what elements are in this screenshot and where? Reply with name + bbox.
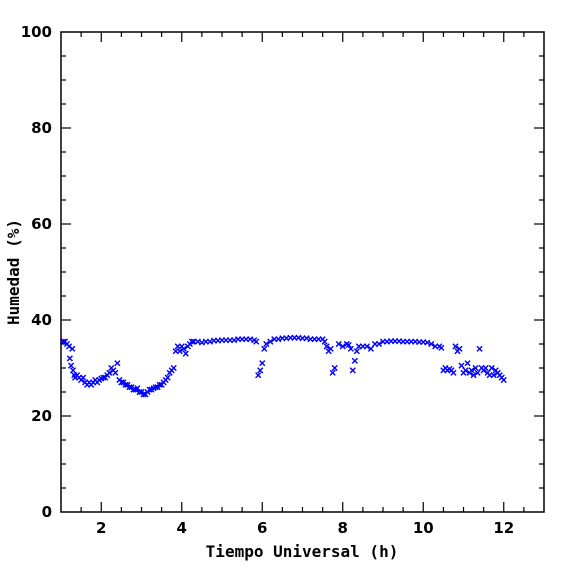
plot-frame [60, 31, 545, 513]
x-tick-label: 4 [177, 519, 187, 537]
data-point [345, 341, 352, 349]
data-point [500, 376, 507, 384]
data-point [438, 344, 445, 351]
data-point [118, 379, 125, 386]
data-point [476, 345, 483, 352]
data-point [263, 340, 270, 348]
data-point [261, 345, 268, 352]
x-tick-label: 8 [338, 519, 348, 537]
data-point [176, 348, 183, 355]
data-point [472, 364, 479, 372]
data-point [112, 369, 119, 376]
data-point [188, 338, 195, 345]
data-point [126, 384, 133, 391]
data-point [490, 372, 497, 379]
data-point [152, 384, 159, 391]
data-point [180, 345, 187, 352]
data-point [170, 364, 177, 372]
data-point [367, 345, 375, 352]
data-point [375, 340, 383, 348]
data-point [462, 367, 469, 374]
data-point [468, 367, 475, 374]
data-point [349, 367, 356, 374]
data-point [428, 340, 435, 348]
data-point [327, 345, 334, 352]
data-point [452, 343, 459, 350]
y-tick-label: 100 [21, 23, 52, 41]
y-tick-label: 60 [31, 215, 52, 233]
data-point [100, 374, 107, 381]
data-point [66, 355, 73, 362]
data-point [347, 345, 354, 352]
x-tick-label: 6 [257, 519, 267, 537]
y-axis-label: Humedad (%) [4, 219, 23, 325]
data-point [450, 369, 457, 376]
data-point [458, 362, 465, 369]
data-point [69, 367, 77, 374]
data-point [329, 369, 336, 376]
data-point [474, 369, 481, 376]
data-point [140, 391, 147, 398]
data-point [69, 345, 76, 352]
data-point [339, 343, 346, 350]
data-point [106, 369, 113, 376]
data-point [323, 343, 330, 350]
data-point [80, 374, 87, 381]
data-point [424, 339, 431, 346]
data-point [488, 364, 495, 372]
data-point [464, 360, 471, 367]
x-tick-label: 10 [413, 519, 434, 537]
x-tick-label: 2 [96, 519, 106, 537]
data-point [164, 374, 171, 381]
x-axis-label: Tiempo Universal (h) [206, 542, 399, 561]
y-tick-label: 0 [42, 503, 52, 521]
x-tick-label: 12 [493, 519, 514, 537]
data-point [331, 364, 338, 372]
data-point [182, 350, 189, 357]
data-point [335, 340, 342, 348]
data-point [353, 348, 360, 355]
tick-marks [61, 32, 544, 512]
data-point [351, 357, 358, 364]
data-point [136, 388, 143, 396]
data-point [259, 360, 266, 367]
data-point [363, 343, 370, 350]
data-points [59, 334, 507, 398]
data-point [257, 367, 264, 374]
data-point [321, 338, 328, 345]
data-point [156, 381, 163, 388]
data-point [267, 338, 274, 345]
y-tick-label: 80 [31, 119, 52, 137]
y-tick-label: 40 [31, 311, 52, 329]
data-point [470, 372, 477, 379]
data-point [482, 364, 489, 372]
tick-labels: 2 4 6 8 10 12 0 20 40 60 80 100 [21, 23, 515, 537]
data-point [130, 386, 137, 393]
y-tick-label: 20 [31, 407, 52, 425]
data-point [146, 386, 153, 393]
data-point [67, 362, 75, 369]
data-point [255, 372, 262, 379]
data-point [122, 381, 129, 388]
data-point [253, 338, 260, 345]
data-point [456, 345, 463, 352]
data-point [114, 360, 121, 367]
